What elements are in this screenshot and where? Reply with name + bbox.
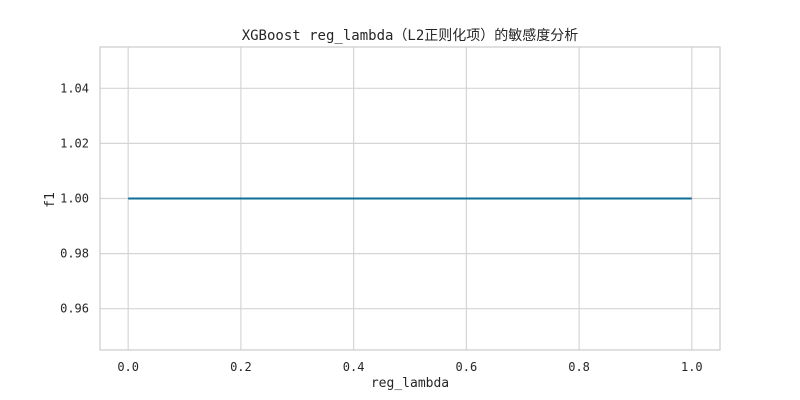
x-tick-label-5: 1.0: [681, 360, 703, 374]
x-tick-label-4: 0.8: [568, 360, 590, 374]
y-tick-label-4: 1.04: [60, 81, 89, 95]
chart-title: XGBoost reg_lambda（L2正则化项）的敏感度分析: [242, 27, 579, 44]
y-axis-ticks: 0.96 0.98 1.00 1.02 1.04: [60, 81, 89, 315]
x-axis-title: reg_lambda: [371, 376, 449, 391]
x-axis-ticks: 0.0 0.2 0.4 0.6 0.8 1.0: [117, 360, 702, 374]
x-tick-label-0: 0.0: [117, 360, 139, 374]
y-tick-label-2: 1.00: [60, 192, 89, 206]
y-tick-label-1: 0.98: [60, 247, 89, 261]
y-tick-label-0: 0.96: [60, 302, 89, 316]
x-tick-label-1: 0.2: [230, 360, 252, 374]
x-tick-label-2: 0.4: [343, 360, 365, 374]
y-axis-title: f1: [43, 192, 58, 208]
plot-frame: [99, 46, 721, 351]
x-tick-label-3: 0.6: [456, 360, 478, 374]
y-tick-label-3: 1.02: [60, 136, 89, 150]
